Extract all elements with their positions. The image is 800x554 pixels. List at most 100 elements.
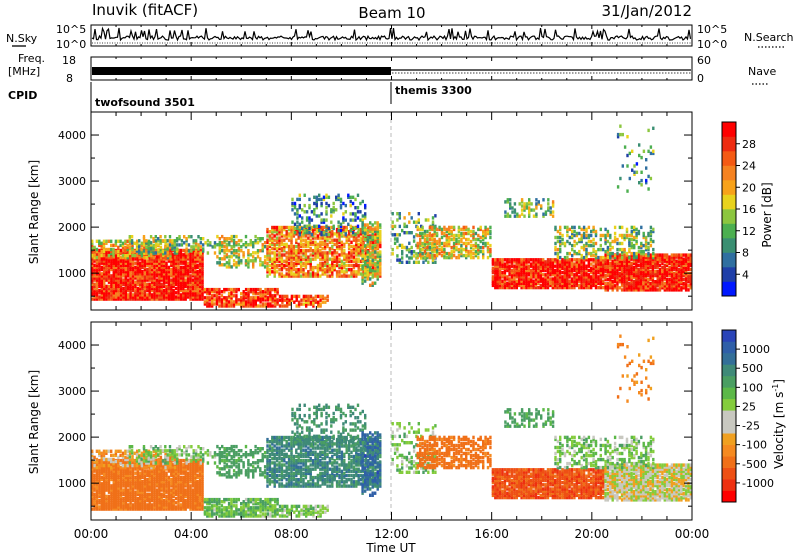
power-cell xyxy=(299,255,303,259)
power-cell xyxy=(613,263,617,267)
power-cell xyxy=(558,279,562,283)
power-cell xyxy=(254,290,257,294)
power-cell xyxy=(566,258,569,262)
power-cell xyxy=(202,237,205,241)
power-cell xyxy=(661,257,664,261)
power-cell xyxy=(275,253,279,257)
power-cell xyxy=(542,277,545,281)
power-cell xyxy=(290,253,293,257)
power-cell xyxy=(296,197,299,202)
power-cell xyxy=(585,281,588,285)
power-cell xyxy=(578,260,581,264)
power-cell xyxy=(448,241,451,246)
power-cell xyxy=(585,264,588,268)
power-cell xyxy=(98,276,101,280)
power-cell xyxy=(534,262,538,266)
power-cell xyxy=(179,284,183,289)
power-cell xyxy=(342,201,345,206)
power-cell xyxy=(559,225,562,230)
power-cell xyxy=(194,282,197,286)
power-cell xyxy=(498,275,502,279)
power-cell xyxy=(93,272,96,276)
power-cell xyxy=(540,204,543,208)
power-cell xyxy=(527,268,530,273)
power-cell xyxy=(95,253,99,257)
power-cell xyxy=(656,288,659,292)
power-cell xyxy=(318,224,321,228)
power-cell xyxy=(570,270,574,275)
power-cell xyxy=(625,288,629,292)
power-cell xyxy=(196,259,199,263)
power-cell xyxy=(651,267,655,272)
power-cell xyxy=(91,270,94,274)
power-cell xyxy=(450,249,453,254)
power-cell xyxy=(484,241,487,246)
power-cell xyxy=(98,267,101,272)
power-cell xyxy=(292,246,296,251)
power-cell xyxy=(285,261,288,266)
power-cell xyxy=(661,255,664,259)
power-cell xyxy=(599,270,602,275)
power-cell xyxy=(525,260,528,264)
power-cell xyxy=(331,263,334,268)
power-cell xyxy=(632,282,636,286)
power-cell xyxy=(326,236,329,240)
power-cell xyxy=(361,242,364,246)
power-cell xyxy=(661,259,664,263)
power-cell xyxy=(177,280,180,284)
power-cell xyxy=(513,264,516,268)
power-cell xyxy=(136,291,139,295)
power-cell xyxy=(352,251,356,255)
power-cell xyxy=(317,304,320,308)
power-cell xyxy=(153,270,156,274)
power-cell xyxy=(295,296,298,300)
power-cell xyxy=(467,227,470,232)
power-cell xyxy=(625,273,629,278)
power-cell xyxy=(149,247,153,251)
power-cell xyxy=(644,237,648,242)
power-cell xyxy=(443,253,446,258)
power-cell xyxy=(136,278,139,282)
power-cell xyxy=(140,247,143,251)
power-cell xyxy=(247,292,250,296)
power-cell xyxy=(107,239,110,243)
power-cell xyxy=(594,281,598,285)
power-cell xyxy=(349,224,352,228)
power-cell xyxy=(107,274,111,278)
power-cell xyxy=(117,295,120,299)
power-cell xyxy=(510,279,514,283)
power-cell xyxy=(153,282,156,286)
power-cell xyxy=(665,277,669,282)
power-cell xyxy=(180,239,184,243)
power-cell xyxy=(544,279,547,283)
power-cell xyxy=(561,270,564,275)
power-cell xyxy=(673,259,676,263)
power-cell xyxy=(206,243,210,247)
power-cell xyxy=(303,230,306,235)
power-cell xyxy=(431,260,435,264)
power-cell xyxy=(366,258,369,262)
power-cell xyxy=(146,267,149,272)
power-cell xyxy=(498,283,502,288)
power-cell xyxy=(379,252,382,256)
power-cell xyxy=(587,275,590,279)
power-cell xyxy=(247,261,250,265)
power-cell xyxy=(347,257,351,261)
power-cell xyxy=(649,263,652,267)
power-cell xyxy=(628,255,631,260)
power-cell xyxy=(602,268,605,273)
power-cell xyxy=(316,263,320,268)
power-cell xyxy=(366,271,369,275)
power-cell xyxy=(290,244,293,249)
power-cell xyxy=(292,255,296,259)
power-cell xyxy=(534,285,538,290)
power-cell xyxy=(431,237,434,242)
power-cell xyxy=(374,262,377,267)
power-cell xyxy=(256,255,260,259)
power-cell xyxy=(549,283,552,288)
power-cell xyxy=(435,251,439,256)
power-cell xyxy=(124,255,127,260)
power-cell xyxy=(333,268,336,272)
power-cell xyxy=(633,245,636,250)
power-cell xyxy=(594,285,598,290)
